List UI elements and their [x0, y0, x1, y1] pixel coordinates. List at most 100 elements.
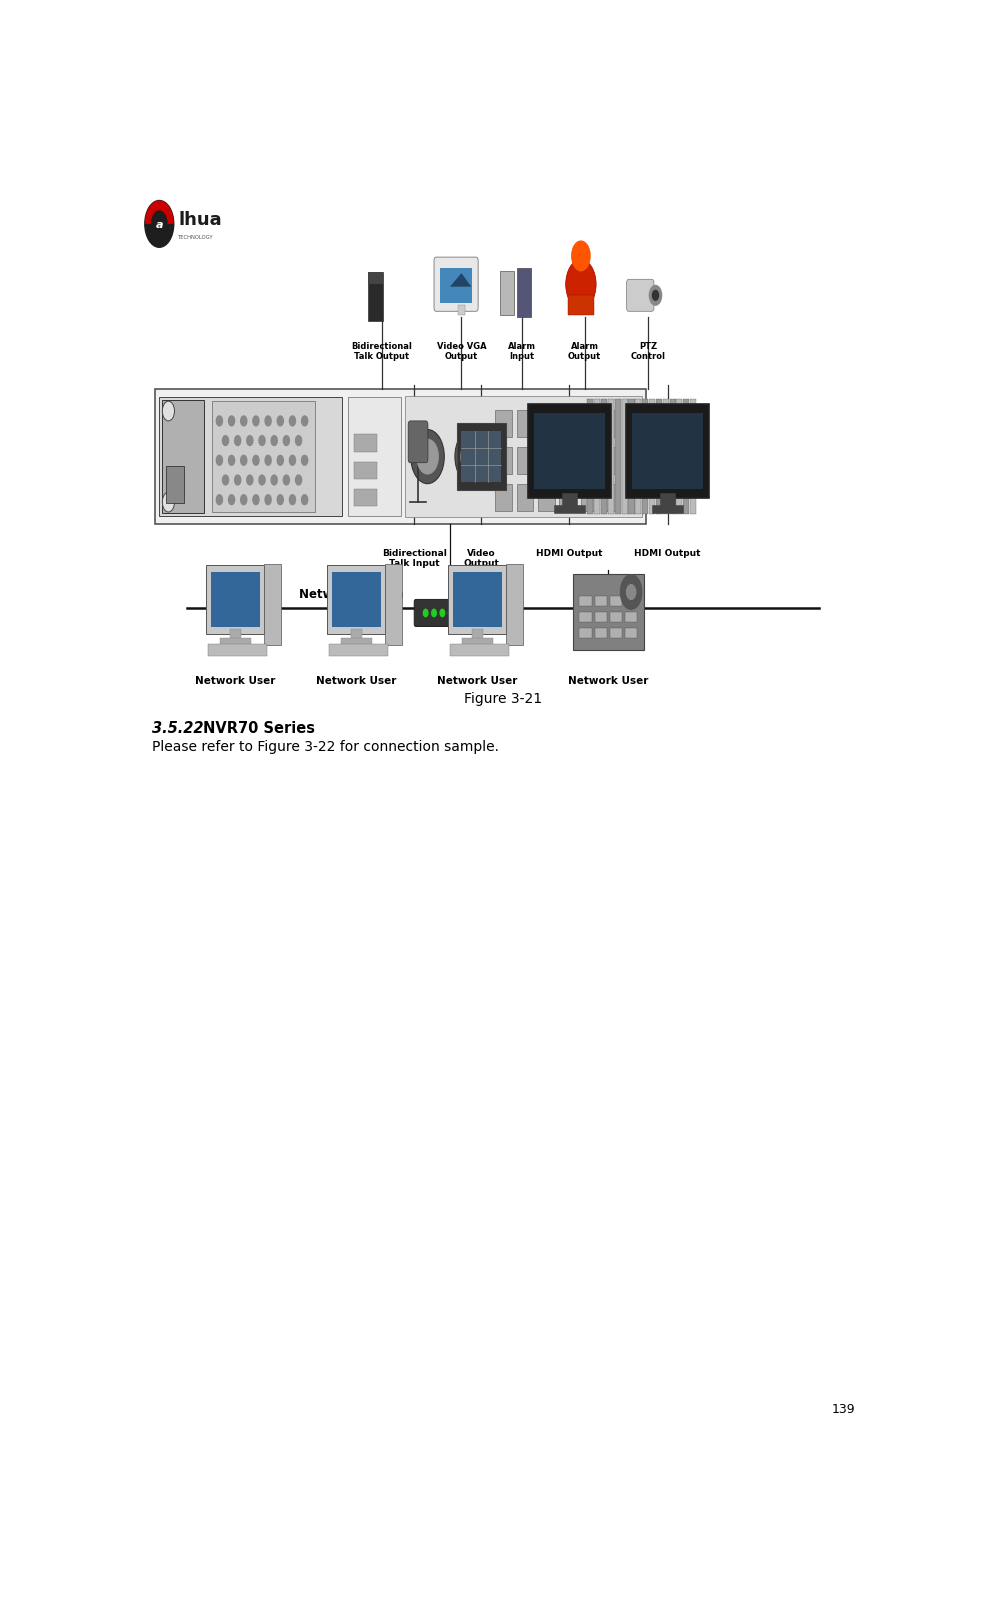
Circle shape	[229, 494, 235, 505]
Text: 3.5.22: 3.5.22	[151, 721, 203, 736]
FancyBboxPatch shape	[683, 398, 689, 515]
FancyBboxPatch shape	[559, 483, 575, 510]
FancyBboxPatch shape	[507, 564, 523, 644]
FancyBboxPatch shape	[155, 389, 646, 524]
FancyBboxPatch shape	[627, 280, 654, 312]
FancyBboxPatch shape	[348, 398, 401, 516]
Circle shape	[265, 494, 271, 505]
Circle shape	[566, 259, 596, 309]
Text: 139: 139	[832, 1402, 855, 1415]
Circle shape	[277, 416, 284, 425]
FancyBboxPatch shape	[554, 505, 584, 513]
FancyBboxPatch shape	[538, 446, 555, 473]
FancyBboxPatch shape	[472, 628, 483, 640]
FancyBboxPatch shape	[538, 483, 555, 510]
FancyBboxPatch shape	[354, 435, 376, 451]
Text: Video VGA
Output: Video VGA Output	[437, 342, 486, 361]
Circle shape	[465, 609, 469, 617]
FancyBboxPatch shape	[579, 628, 591, 638]
FancyBboxPatch shape	[573, 574, 644, 649]
FancyBboxPatch shape	[627, 405, 709, 497]
FancyBboxPatch shape	[559, 409, 575, 437]
Circle shape	[265, 416, 271, 425]
Circle shape	[246, 475, 253, 484]
FancyBboxPatch shape	[385, 564, 402, 644]
FancyBboxPatch shape	[632, 413, 703, 489]
Polygon shape	[450, 273, 471, 286]
Circle shape	[223, 475, 229, 484]
FancyBboxPatch shape	[625, 612, 637, 622]
FancyBboxPatch shape	[450, 644, 509, 656]
FancyBboxPatch shape	[579, 612, 591, 622]
Circle shape	[216, 494, 223, 505]
Circle shape	[440, 609, 445, 617]
Circle shape	[423, 609, 428, 617]
FancyBboxPatch shape	[615, 398, 621, 515]
Circle shape	[449, 609, 453, 617]
Text: Video
Output: Video Output	[464, 548, 499, 568]
Text: a: a	[155, 221, 163, 230]
FancyBboxPatch shape	[642, 398, 648, 515]
Circle shape	[271, 435, 277, 446]
FancyBboxPatch shape	[440, 269, 472, 302]
FancyBboxPatch shape	[663, 398, 669, 515]
Circle shape	[241, 494, 246, 505]
Circle shape	[216, 416, 223, 425]
FancyBboxPatch shape	[534, 413, 605, 489]
Wedge shape	[144, 200, 174, 224]
Circle shape	[216, 456, 223, 465]
FancyBboxPatch shape	[528, 405, 611, 497]
FancyBboxPatch shape	[635, 398, 641, 515]
Circle shape	[627, 492, 638, 512]
Text: HDMI Output: HDMI Output	[536, 548, 603, 558]
FancyBboxPatch shape	[495, 483, 512, 510]
FancyBboxPatch shape	[580, 483, 597, 510]
Circle shape	[296, 435, 301, 446]
FancyBboxPatch shape	[660, 492, 676, 508]
Circle shape	[246, 435, 253, 446]
Text: Network User: Network User	[195, 676, 276, 686]
Text: lhua: lhua	[178, 211, 222, 229]
Circle shape	[649, 286, 662, 305]
FancyBboxPatch shape	[414, 600, 486, 627]
Circle shape	[627, 401, 638, 421]
Circle shape	[417, 440, 438, 473]
Text: Network User: Network User	[316, 676, 397, 686]
FancyBboxPatch shape	[594, 398, 600, 515]
FancyBboxPatch shape	[463, 638, 493, 644]
FancyBboxPatch shape	[595, 628, 607, 638]
Circle shape	[277, 494, 284, 505]
FancyBboxPatch shape	[457, 424, 506, 489]
FancyBboxPatch shape	[354, 489, 376, 505]
FancyBboxPatch shape	[610, 612, 622, 622]
Circle shape	[301, 494, 307, 505]
FancyBboxPatch shape	[538, 409, 555, 437]
Circle shape	[253, 494, 259, 505]
Circle shape	[627, 585, 635, 600]
FancyBboxPatch shape	[568, 296, 594, 315]
FancyBboxPatch shape	[230, 628, 241, 640]
FancyBboxPatch shape	[579, 596, 591, 606]
FancyBboxPatch shape	[602, 409, 619, 437]
Circle shape	[296, 475, 301, 484]
Circle shape	[144, 200, 174, 248]
FancyBboxPatch shape	[602, 483, 619, 510]
FancyBboxPatch shape	[656, 398, 662, 515]
FancyBboxPatch shape	[517, 409, 533, 437]
Text: TECHNOLOGY: TECHNOLOGY	[178, 235, 214, 240]
FancyBboxPatch shape	[166, 467, 185, 504]
Circle shape	[621, 574, 642, 609]
FancyBboxPatch shape	[159, 398, 342, 516]
Circle shape	[455, 430, 488, 483]
Circle shape	[572, 241, 590, 270]
FancyBboxPatch shape	[352, 628, 361, 640]
FancyBboxPatch shape	[220, 638, 250, 644]
Circle shape	[432, 609, 436, 617]
Text: HDMI Output: HDMI Output	[634, 548, 701, 558]
Circle shape	[290, 456, 296, 465]
FancyBboxPatch shape	[649, 398, 655, 515]
FancyBboxPatch shape	[453, 572, 502, 627]
FancyBboxPatch shape	[628, 398, 634, 515]
FancyBboxPatch shape	[625, 628, 637, 638]
FancyBboxPatch shape	[458, 305, 465, 315]
